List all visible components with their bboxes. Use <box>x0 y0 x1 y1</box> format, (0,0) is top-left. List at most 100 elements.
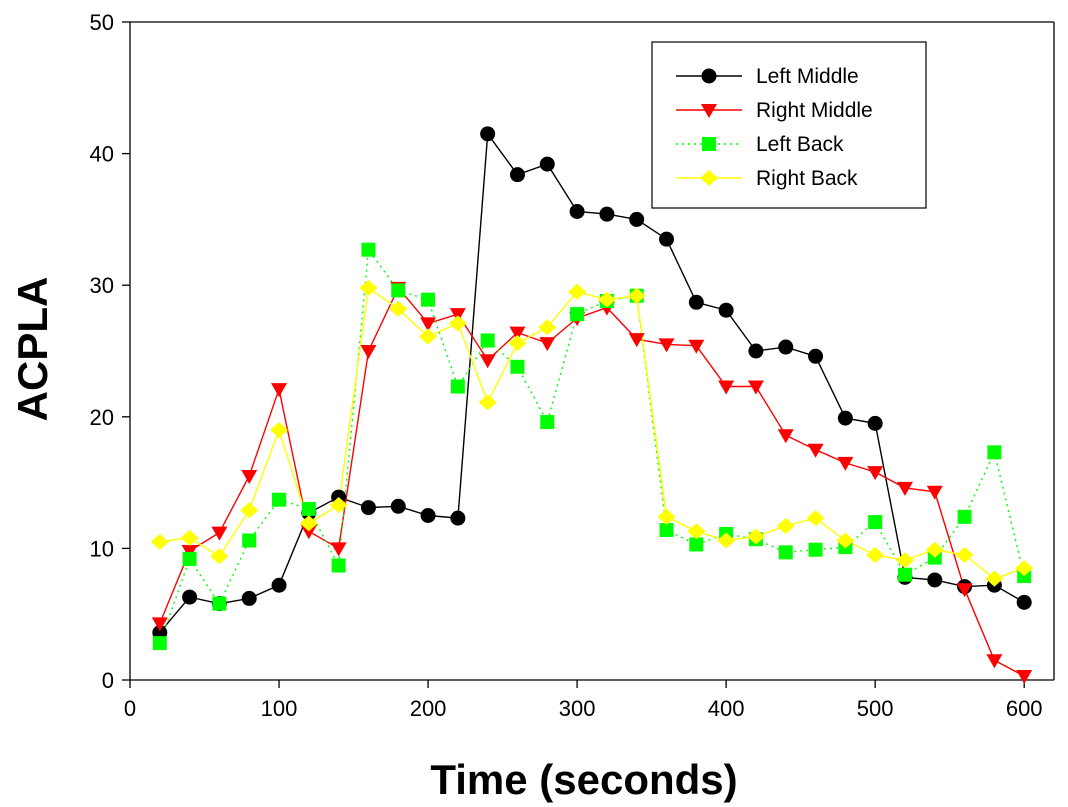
point-left-back <box>421 292 436 307</box>
point-left-back <box>808 542 823 557</box>
point-right-middle <box>300 525 317 540</box>
point-right-middle <box>837 456 854 471</box>
point-right-middle <box>449 308 466 323</box>
point-right-back <box>925 541 944 558</box>
point-right-middle <box>420 317 437 332</box>
point-left-middle <box>182 589 198 605</box>
x-tick-label: 100 <box>261 696 298 721</box>
x-tick-label: 400 <box>708 696 745 721</box>
legend-marker-right-back <box>700 170 718 186</box>
point-right-middle <box>807 443 824 458</box>
point-right-back <box>597 291 616 308</box>
point-right-back <box>299 515 318 532</box>
point-left-back <box>957 509 972 524</box>
point-right-back <box>627 287 646 304</box>
point-left-back <box>212 596 227 611</box>
point-left-back <box>897 567 912 582</box>
point-left-middle <box>927 572 943 588</box>
legend-label-right-back: Right Back <box>756 167 858 190</box>
point-right-back <box>776 518 795 535</box>
point-left-back <box>361 242 376 257</box>
point-right-middle <box>539 337 556 352</box>
point-left-middle <box>688 294 704 310</box>
point-left-back <box>242 533 257 548</box>
point-left-middle <box>450 510 466 526</box>
point-right-back <box>419 328 438 345</box>
point-left-middle <box>480 126 496 142</box>
legend-label-right-middle: Right Middle <box>756 99 873 122</box>
point-left-middle <box>569 204 585 220</box>
point-left-back <box>301 501 316 516</box>
point-left-middle <box>808 348 824 364</box>
point-right-back <box>150 533 169 550</box>
point-right-middle <box>479 354 496 369</box>
point-right-middle <box>1016 670 1033 685</box>
point-right-middle <box>926 485 943 500</box>
x-axis-title: Time (seconds) <box>430 756 737 803</box>
point-right-back <box>359 279 378 296</box>
y-tick-label: 10 <box>90 536 114 561</box>
point-right-back <box>180 529 199 546</box>
point-left-back <box>689 537 704 552</box>
x-tick-label: 0 <box>124 696 136 721</box>
point-right-back <box>210 548 229 565</box>
point-right-back <box>806 510 825 527</box>
legend-label-left-back: Left Back <box>756 133 844 156</box>
point-right-back <box>746 528 765 545</box>
point-right-middle <box>151 617 168 632</box>
point-left-middle <box>271 577 287 593</box>
point-right-middle <box>747 380 764 395</box>
point-left-middle <box>629 211 645 227</box>
series-line-left-back <box>159 247 1025 644</box>
point-right-middle <box>896 481 913 496</box>
point-right-middle <box>211 526 228 541</box>
legend-marker-left-middle <box>701 68 717 84</box>
point-left-back <box>182 551 197 566</box>
x-tick-label: 300 <box>559 696 596 721</box>
point-right-middle <box>628 333 645 348</box>
point-left-middle <box>867 415 883 431</box>
legend-label-left-middle: Left Middle <box>756 65 859 88</box>
point-right-back <box>836 532 855 549</box>
point-right-back <box>955 546 974 563</box>
point-right-back <box>985 570 1004 587</box>
point-right-back <box>687 523 706 540</box>
point-left-middle <box>420 508 436 523</box>
point-left-middle <box>837 410 853 426</box>
point-left-middle <box>599 206 615 222</box>
point-right-middle <box>330 542 347 557</box>
point-left-back <box>540 415 555 430</box>
point-left-middle <box>748 343 764 359</box>
point-right-middle <box>241 470 258 485</box>
point-left-back <box>391 283 406 298</box>
legend-marker-left-back <box>702 137 716 151</box>
point-right-back <box>717 532 736 549</box>
point-right-back <box>866 546 885 563</box>
point-left-back <box>272 492 287 507</box>
point-left-back <box>480 333 495 348</box>
y-axis-title: ACPLA <box>9 277 56 422</box>
y-tick-label: 20 <box>90 405 114 430</box>
point-right-back <box>538 319 557 336</box>
point-right-back <box>270 421 289 438</box>
x-tick-label: 600 <box>1006 696 1043 721</box>
point-right-back <box>389 300 408 317</box>
legend: Left Middle Right Middle Left Back Right Ba… <box>651 41 927 209</box>
point-left-middle <box>390 498 406 514</box>
series-line-right-middle <box>159 286 1025 677</box>
point-left-middle <box>539 156 555 172</box>
point-left-middle <box>360 500 376 516</box>
point-right-back <box>508 335 527 352</box>
point-left-middle <box>241 590 257 606</box>
point-right-back <box>448 315 467 332</box>
point-left-back <box>570 307 585 322</box>
point-left-back <box>510 359 525 374</box>
point-left-middle <box>718 302 734 318</box>
point-left-middle <box>1016 594 1032 610</box>
point-right-back <box>568 283 587 300</box>
y-tick-label: 30 <box>90 273 114 298</box>
y-tick-label: 40 <box>90 142 114 167</box>
point-right-back <box>895 552 914 569</box>
axes: 0 100 200 300 400 500 600 0 10 20 30 40 50 <box>90 10 1055 721</box>
